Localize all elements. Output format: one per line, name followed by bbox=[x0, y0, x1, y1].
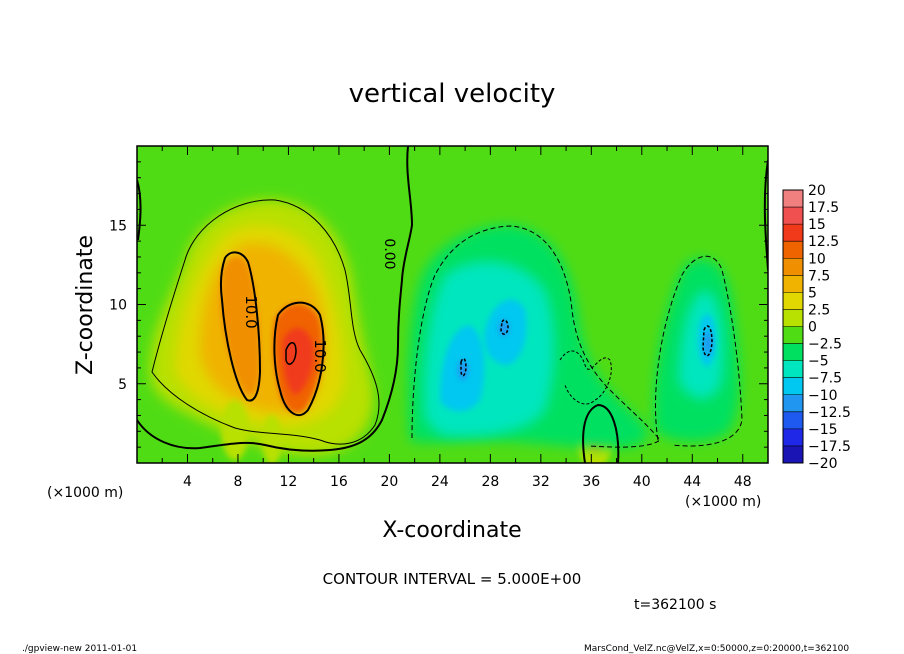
colorbar-swatch bbox=[783, 190, 803, 208]
x-tick-label: 8 bbox=[233, 474, 242, 490]
colorbar-swatch bbox=[783, 258, 803, 276]
colorbar-label: 0 bbox=[808, 320, 817, 336]
colorbar-label: −20 bbox=[808, 456, 838, 472]
colorbar-swatch bbox=[783, 224, 803, 242]
y-tick-label: 15 bbox=[109, 218, 127, 234]
colorbar-swatch bbox=[783, 292, 803, 310]
colorbar-label: 17.5 bbox=[808, 200, 839, 216]
x-tick-label: 44 bbox=[683, 474, 701, 490]
downdraft-region bbox=[408, 225, 740, 449]
y-axis: 5 10 15 bbox=[109, 161, 768, 448]
x-tick-label: 48 bbox=[734, 474, 752, 490]
colorbar-label: −2.5 bbox=[808, 337, 842, 353]
plot-area: 10.0 10.0 0.00 bbox=[137, 146, 768, 463]
time-text: t=362100 s bbox=[634, 597, 716, 613]
colorbar-label: 10 bbox=[808, 251, 826, 267]
colorbar-swatch bbox=[783, 241, 803, 259]
x-tick-label: 28 bbox=[481, 474, 499, 490]
contour-neg-ten-a bbox=[460, 357, 467, 377]
updraft-region bbox=[150, 199, 613, 463]
x-unit-right: (×1000 m) bbox=[685, 494, 761, 510]
x-tick-label: 32 bbox=[532, 474, 550, 490]
chart-title: vertical velocity bbox=[349, 79, 556, 109]
y-axis-label: Z-coordinate bbox=[73, 235, 98, 375]
contour-neg-ten-c bbox=[702, 325, 713, 357]
contour-ten-left bbox=[220, 251, 262, 402]
colorbar-swatch bbox=[783, 377, 803, 396]
x-axis-label: X-coordinate bbox=[382, 518, 521, 543]
footer-right: MarsCond_VelZ.nc@VelZ,x=0:50000,z=0:2000… bbox=[584, 644, 849, 654]
colorbar-label: 12.5 bbox=[808, 234, 839, 250]
colorbar-swatch bbox=[783, 428, 803, 447]
colorbar-label: −12.5 bbox=[808, 405, 851, 421]
colorbar-label: 5 bbox=[808, 285, 817, 301]
colorbar-label: −5 bbox=[808, 354, 829, 370]
contour-zero-blob bbox=[582, 403, 620, 463]
x-tick-label: 40 bbox=[633, 474, 651, 490]
x-unit-left: (×1000 m) bbox=[47, 485, 123, 501]
contour-zero-left bbox=[137, 146, 414, 452]
colorbar-swatch bbox=[783, 275, 803, 293]
colorbar-label: −17.5 bbox=[808, 439, 851, 455]
colorbar-label: −10 bbox=[808, 388, 838, 404]
contour-label: 10.0 bbox=[311, 339, 329, 372]
colorbar-swatch bbox=[783, 394, 803, 413]
contour-lines bbox=[137, 146, 768, 463]
colorbar-swatch bbox=[783, 309, 803, 327]
contour-label: 10.0 bbox=[242, 295, 260, 328]
contour-label: 0.00 bbox=[381, 238, 397, 269]
colorbar-label: 15 bbox=[808, 217, 826, 233]
contour-interval-text: CONTOUR INTERVAL = 5.000E+00 bbox=[323, 570, 582, 588]
colorbar-label: 7.5 bbox=[808, 268, 830, 284]
contour-five bbox=[151, 199, 380, 445]
x-axis: 4 8 12 16 20 24 28 32 36 40 44 48 bbox=[161, 146, 752, 490]
colorbar-label: −7.5 bbox=[808, 371, 842, 387]
colorbar-swatch bbox=[783, 411, 803, 430]
contour-squiggle bbox=[559, 350, 612, 405]
y-tick-label: 10 bbox=[109, 298, 127, 314]
contour-ten-right bbox=[273, 301, 325, 417]
x-tick-label: 16 bbox=[330, 474, 348, 490]
contour-neg-ten-b bbox=[500, 319, 509, 335]
colorbar-swatch bbox=[783, 207, 803, 225]
colorbar-label: −15 bbox=[808, 422, 838, 438]
contour-neg-five-b bbox=[654, 255, 743, 447]
colorbar-swatch bbox=[783, 343, 803, 362]
x-tick-label: 20 bbox=[380, 474, 398, 490]
x-tick-label: 4 bbox=[183, 474, 192, 490]
x-tick-label: 24 bbox=[431, 474, 449, 490]
footer-left: ./gpview-new 2011-01-01 bbox=[22, 644, 137, 654]
colorbar-swatch bbox=[783, 360, 803, 379]
colorbar-label: 20 bbox=[808, 183, 826, 199]
colorbar-swatch bbox=[783, 326, 803, 345]
colorbar-label: 2.5 bbox=[808, 302, 830, 318]
colorbar-swatch bbox=[783, 445, 803, 464]
y-tick-label: 5 bbox=[118, 377, 127, 393]
contour-fifteen bbox=[285, 342, 297, 365]
x-tick-label: 36 bbox=[582, 474, 600, 490]
x-tick-label: 12 bbox=[280, 474, 298, 490]
contour-zero-base bbox=[137, 179, 142, 241]
